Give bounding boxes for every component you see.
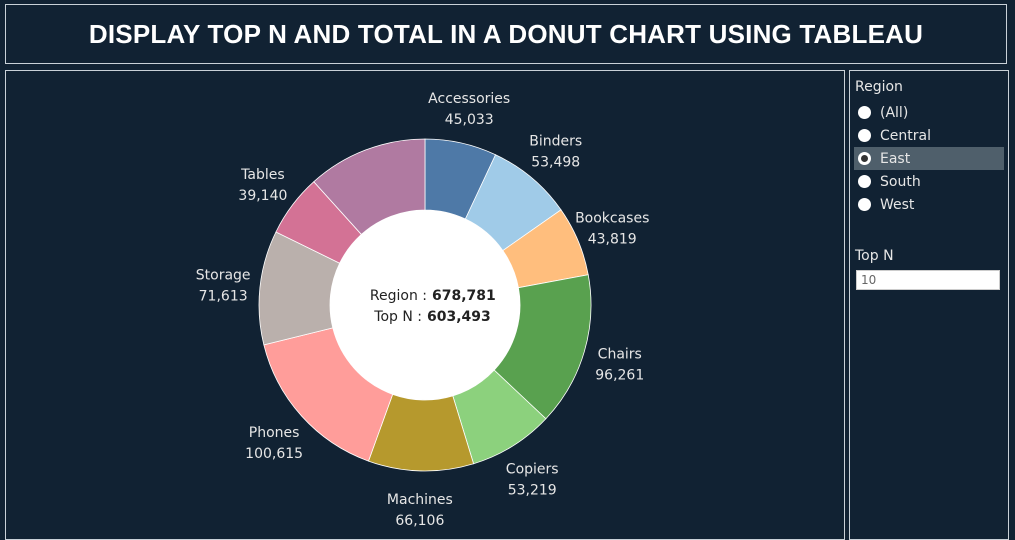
region-option-label: South [880,173,921,190]
center-region-label: Region : [370,288,427,304]
slice-category-label: Accessories [428,91,510,107]
donut-chart[interactable]: Accessories 45,033 Binders 53,498 Bookcases 4… [6,71,844,539]
radio-button-icon [858,198,871,211]
region-filter-heading: Region [855,79,903,95]
radio-button-icon [858,152,871,165]
region-option-east[interactable]: East [854,147,1004,170]
slice-value-label: 53,498 [531,155,580,171]
slice-value-label: 100,615 [245,446,303,462]
slice-category-label: Binders [529,134,582,150]
slice-value-label: 39,140 [238,188,287,204]
radio-button-icon [858,175,871,188]
radio-button-icon [858,129,871,142]
region-option-south[interactable]: South [854,170,1004,193]
slice-value-label: 43,819 [588,232,637,248]
topn-heading: Top N [855,248,894,264]
region-radio-list: (All) Central East South West [854,101,1004,216]
dashboard-title-box: DISPLAY TOP N AND TOTAL IN A DONUT CHART… [5,4,1007,64]
filter-panel: Region (All) Central East South West Top N [849,70,1009,540]
region-option-label: (All) [880,104,909,121]
slice-category-label: Storage [196,267,251,283]
slice-value-label: 71,613 [199,288,248,304]
slice-value-label: 53,219 [508,482,557,498]
region-option-label: East [880,150,911,167]
region-option-label: Central [880,127,931,144]
region-option-west[interactable]: West [854,193,1004,216]
region-option-central[interactable]: Central [854,124,1004,147]
topn-input[interactable] [856,270,1000,290]
center-region-value: 678,781 [432,288,496,304]
dashboard-title: DISPLAY TOP N AND TOTAL IN A DONUT CHART… [88,18,924,49]
slice-category-label: Copiers [506,461,559,477]
center-topn-label: Top N : [373,309,422,325]
slice-category-label: Bookcases [575,211,649,227]
region-option-label: West [880,196,915,213]
slice-value-label: 45,033 [445,112,494,128]
radio-button-icon [858,106,871,119]
slice-category-label: Machines [387,492,453,508]
slice-value-label: 96,261 [595,367,644,383]
slice-category-label: Tables [240,167,285,183]
slice-category-label: Chairs [598,346,642,362]
donut-chart-panel: Accessories 45,033 Binders 53,498 Bookcases 4… [5,70,845,540]
slice-category-label: Phones [249,425,300,441]
donut-hole [330,210,520,400]
slice-value-label: 66,106 [395,513,444,529]
center-topn-value: 603,493 [427,309,491,325]
region-option-all[interactable]: (All) [854,101,1004,124]
